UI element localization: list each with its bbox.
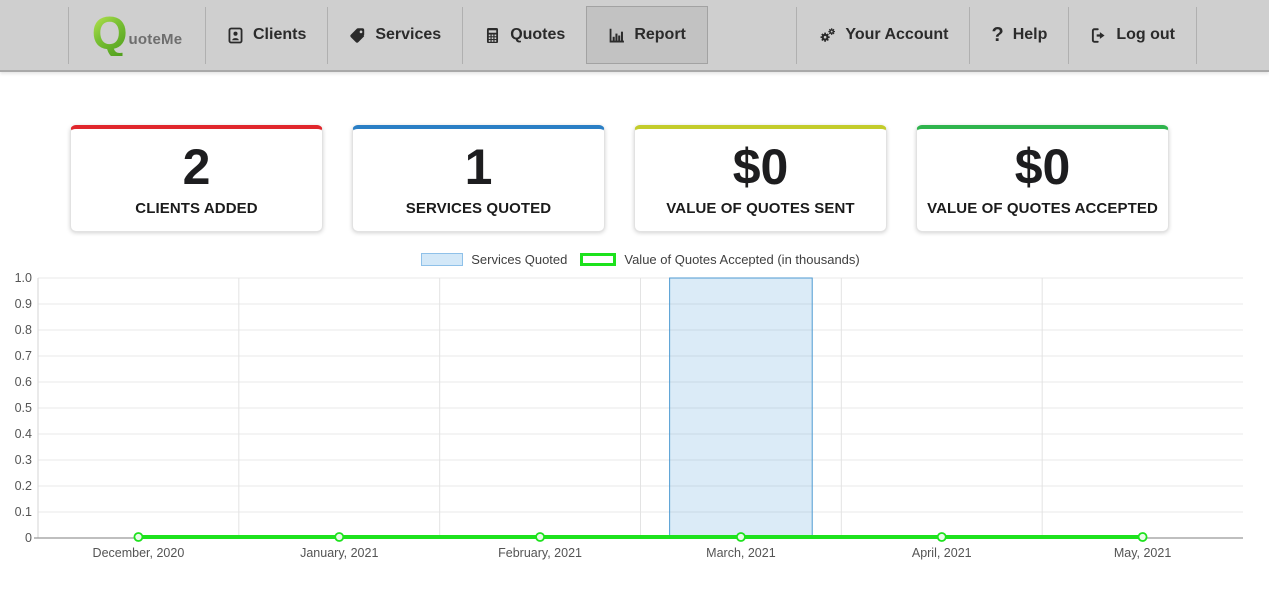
card-label: SERVICES QUOTED [405,200,552,217]
nav-divider [462,6,464,64]
x-tick-label: May, 2021 [1114,546,1171,560]
x-tick-label: April, 2021 [912,546,972,560]
card-value: $0 [732,139,789,195]
brand-q-letter: Q [91,7,128,59]
bar-3 [669,277,813,539]
card-services-quoted: 1 SERVICES QUOTED [352,125,605,232]
legend-item-services-quoted: Services Quoted [421,252,567,267]
card-value: 2 [182,139,211,195]
nav-divider [796,6,798,64]
x-tick-label: January, 2021 [300,546,378,560]
y-tick-label: 0.3 [15,453,32,467]
line-marker-1 [334,532,345,542]
line-marker-4 [936,532,947,542]
nav-divider [969,6,971,64]
card-value: $0 [1014,139,1071,195]
chart-legend: Services Quoted Value of Quotes Accepted… [38,252,1243,267]
card-label: VALUE OF QUOTES SENT [666,200,855,217]
nav-item-clients[interactable]: Clients [206,6,327,64]
nav-item-quotes[interactable]: Quotes [463,6,586,64]
calculator-icon [484,27,501,44]
legend-item-value-quotes-accepted: Value of Quotes Accepted (in thousands) [580,252,860,267]
kpi-cards-row: 2 CLIENTS ADDED 1 SERVICES QUOTED $0 VAL… [70,125,1169,232]
report-chart: 0 0.1 0.2 0.3 0.4 0.5 0.6 0.7 0.8 0.9 1.0 December,… [15,271,1243,560]
x-tick-label: March, 2021 [706,546,776,560]
nav-right-group: Your Account ? Help Log out [796,6,1269,64]
tag-icon [349,27,366,44]
nav-item-your-account[interactable]: Your Account [797,6,969,64]
nav-item-label: Your Account [845,26,949,43]
y-tick-label: 0 [25,531,32,545]
card-label: CLIENTS ADDED [135,200,258,217]
nav-item-label: Services [375,26,442,43]
y-tick-label: 0.4 [15,427,32,441]
nav-divider [327,6,329,64]
card-value-quotes-sent: $0 VALUE OF QUOTES SENT [634,125,887,232]
nav-item-label: Report [634,26,686,43]
card-label: VALUE OF QUOTES ACCEPTED [927,200,1158,217]
y-tick-label: 1.0 [15,271,32,285]
nav-item-help[interactable]: ? Help [970,6,1068,64]
legend-label: Value of Quotes Accepted (in thousands) [624,252,860,267]
bar-chart-icon [608,27,625,44]
nav-item-label: Help [1012,26,1048,43]
nav-item-services[interactable]: Services [328,6,462,64]
nav-divider [68,6,69,64]
x-tick-label: December, 2020 [93,546,185,560]
brand-logo[interactable]: Q uoteMe [69,6,205,64]
card-value: 1 [464,139,493,195]
line-marker-3 [736,532,746,542]
question-icon: ? [991,24,1004,46]
nav-item-label: Quotes [510,26,566,43]
y-tick-label: 0.6 [15,375,32,389]
nav-item-report[interactable]: Report [586,6,708,64]
y-tick-label: 0.9 [15,297,32,311]
line-marker-2 [535,532,545,542]
nav-divider [205,6,206,64]
y-tick-label: 0.5 [15,401,32,415]
navbar: Q uoteMe Clients Services [0,0,1269,72]
nav-item-label: Clients [253,26,307,43]
line-marker-0 [133,532,144,542]
y-tick-label: 0.7 [15,349,32,363]
x-tick-label: February, 2021 [498,546,582,560]
nav-item-logout[interactable]: Log out [1069,6,1196,64]
legend-label: Services Quoted [471,252,568,267]
gears-icon [818,27,836,44]
line-marker-5 [1137,532,1148,542]
nav-item-label: Log out [1116,26,1175,43]
legend-swatch-bar [421,253,464,266]
nav-divider [1196,6,1197,64]
nav-divider [1068,6,1070,64]
card-value-quotes-accepted: $0 VALUE OF QUOTES ACCEPTED [916,125,1169,232]
y-tick-label: 0.1 [15,505,32,519]
address-book-icon [227,27,244,44]
card-clients-added: 2 CLIENTS ADDED [70,125,323,232]
logout-icon [1090,27,1107,44]
legend-swatch-line [580,253,617,266]
y-tick-label: 0.2 [15,479,32,493]
y-tick-label: 0.8 [15,323,32,337]
brand-name: uoteMe [128,30,183,48]
